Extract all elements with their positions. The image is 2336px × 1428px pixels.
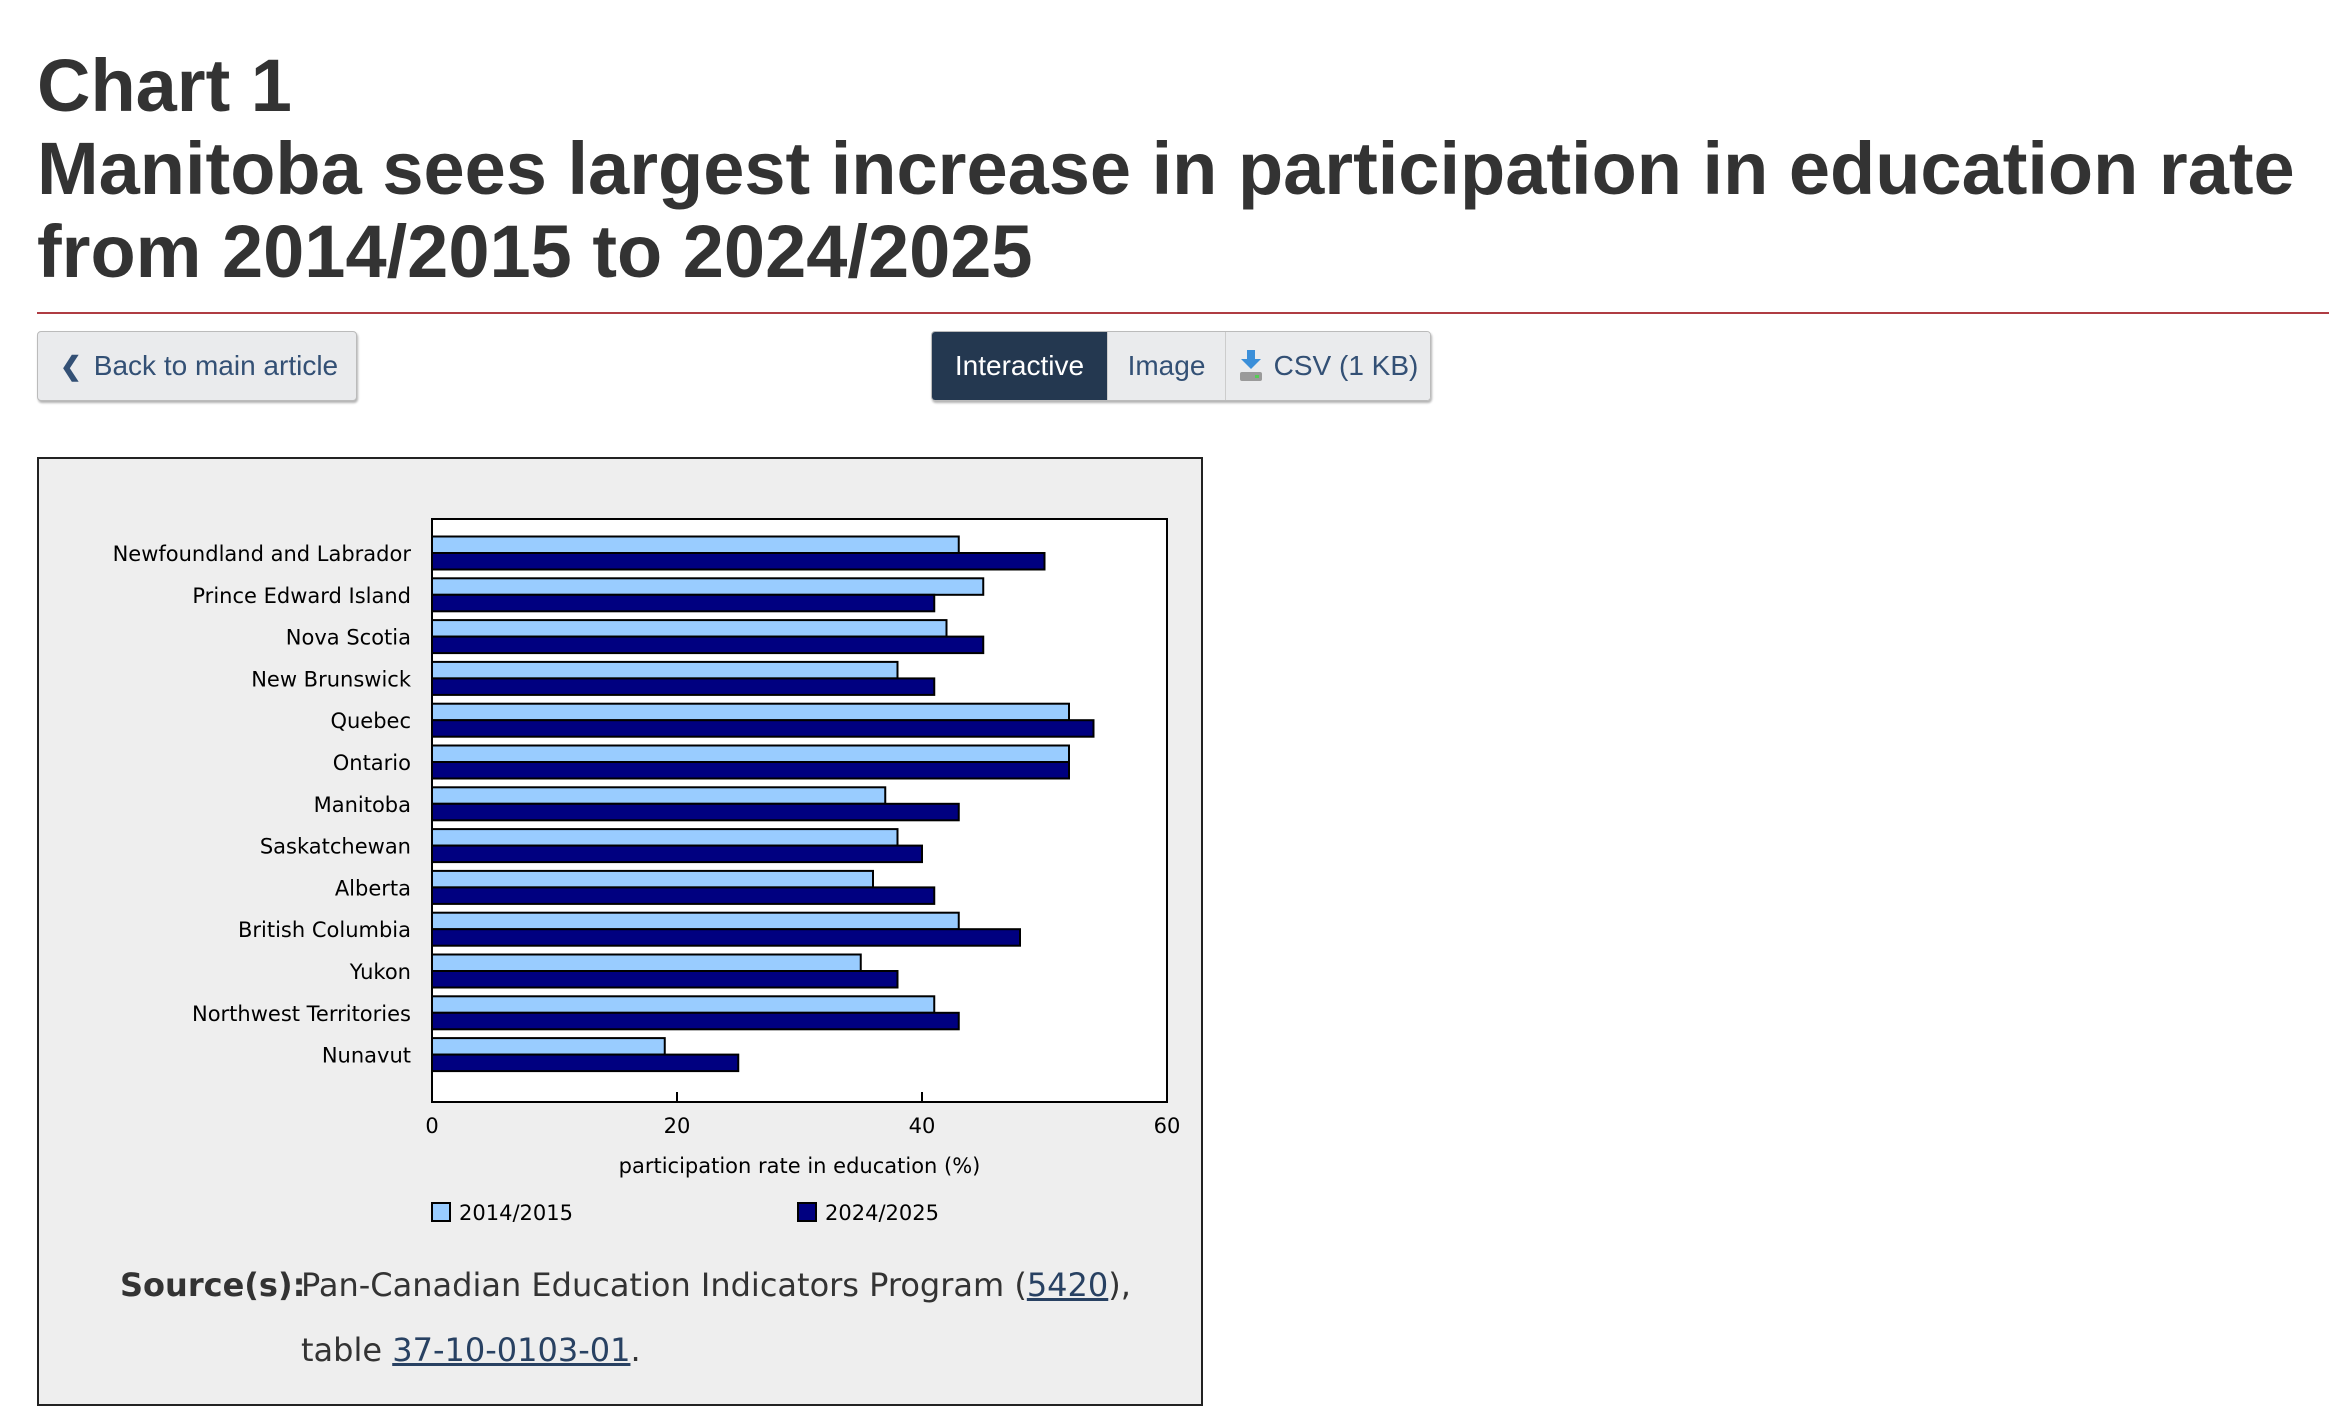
category-label: Saskatchewan bbox=[260, 835, 411, 859]
title-divider bbox=[37, 312, 2329, 314]
bar-2014-2015 bbox=[431, 995, 936, 1014]
category-label: Northwest Territories bbox=[192, 1002, 411, 1026]
bar-2024-2025 bbox=[431, 1011, 960, 1031]
bar-2014-2015 bbox=[431, 1037, 666, 1056]
bar-2024-2025 bbox=[431, 677, 936, 696]
category-label: Ontario bbox=[333, 751, 411, 775]
bar-2024-2025 bbox=[431, 635, 985, 655]
view-tabs: Interactive Image CSV (1 KB) bbox=[931, 331, 1431, 401]
x-tick-label: 0 bbox=[425, 1114, 438, 1138]
category-label: Prince Edward Island bbox=[192, 584, 411, 608]
bar-2014-2015 bbox=[431, 744, 1070, 763]
bar-2024-2025 bbox=[431, 928, 1021, 947]
chart-title-line2: from 2014/2015 to 2024/2025 bbox=[37, 210, 1033, 293]
tab-csv-label: CSV (1 KB) bbox=[1273, 350, 1419, 381]
category-label: Alberta bbox=[335, 876, 411, 900]
bar-2024-2025 bbox=[431, 719, 1095, 738]
bar-2024-2025 bbox=[431, 844, 923, 864]
category-label: Newfoundland and Labrador bbox=[113, 542, 412, 566]
bar-2024-2025 bbox=[431, 1053, 740, 1073]
chevron-left-icon: ❮ bbox=[60, 350, 82, 381]
tab-image[interactable]: Image bbox=[1108, 332, 1226, 400]
x-tick-label: 40 bbox=[909, 1114, 936, 1138]
table-link[interactable]: 37-10-0103-01 bbox=[392, 1331, 631, 1369]
page-title: Chart 1 Manitoba sees largest increase i… bbox=[37, 44, 2295, 293]
bar-2014-2015 bbox=[431, 869, 874, 889]
source-text: table bbox=[301, 1331, 393, 1369]
bar-2014-2015 bbox=[431, 953, 862, 972]
category-label: Nova Scotia bbox=[286, 626, 411, 650]
x-axis-title: participation rate in education (%) bbox=[619, 1154, 981, 1178]
source-text: Pan-Canadian Education Indicators Progra… bbox=[301, 1266, 1027, 1304]
source-line1: Pan-Canadian Education Indicators Progra… bbox=[301, 1266, 1131, 1304]
x-tick-label: 20 bbox=[664, 1114, 691, 1138]
tab-image-label: Image bbox=[1127, 350, 1206, 381]
category-label: Manitoba bbox=[314, 793, 411, 817]
category-label: Nunavut bbox=[322, 1044, 411, 1068]
category-label: Quebec bbox=[330, 709, 411, 733]
legend-label: 2014/2015 bbox=[459, 1201, 573, 1225]
x-tick-label: 60 bbox=[1154, 1114, 1181, 1138]
back-label: Back to main article bbox=[93, 350, 339, 381]
source-line2: table 37-10-0103-01. bbox=[301, 1331, 641, 1369]
bar-2014-2015 bbox=[431, 535, 960, 554]
source-text: . bbox=[630, 1331, 641, 1369]
bar-2024-2025 bbox=[431, 552, 1046, 571]
tab-csv-download[interactable]: CSV (1 KB) bbox=[1226, 332, 1430, 400]
category-label: British Columbia bbox=[238, 918, 411, 942]
bar-2014-2015 bbox=[431, 660, 899, 680]
bar-2024-2025 bbox=[431, 970, 899, 989]
legend-label: 2024/2025 bbox=[825, 1201, 939, 1225]
category-label: New Brunswick bbox=[251, 667, 412, 691]
source-text: ), bbox=[1108, 1266, 1131, 1304]
bar-2024-2025 bbox=[431, 593, 936, 613]
bar-2014-2015 bbox=[431, 828, 899, 847]
bar-2024-2025 bbox=[431, 761, 1070, 780]
bar-2024-2025 bbox=[431, 802, 960, 822]
download-icon bbox=[1239, 350, 1262, 381]
chart-title-line1: Manitoba sees largest increase in partic… bbox=[37, 127, 2295, 210]
source-label: Source(s): bbox=[120, 1266, 306, 1304]
bar-2014-2015 bbox=[431, 911, 960, 931]
legend-swatch bbox=[797, 1202, 817, 1222]
bar-2024-2025 bbox=[431, 886, 936, 905]
category-label: Yukon bbox=[349, 960, 411, 984]
legend-swatch bbox=[431, 1202, 451, 1222]
chart-number: Chart 1 bbox=[37, 44, 292, 127]
tab-interactive[interactable]: Interactive bbox=[932, 332, 1108, 400]
bar-2014-2015 bbox=[431, 702, 1070, 722]
bar-2014-2015 bbox=[431, 619, 948, 638]
tab-interactive-label: Interactive bbox=[954, 350, 1085, 381]
bar-2014-2015 bbox=[431, 577, 985, 596]
back-to-main-article-button[interactable]: ❮ Back to main article bbox=[37, 331, 357, 401]
bar-2014-2015 bbox=[431, 786, 887, 805]
program-link[interactable]: 5420 bbox=[1026, 1266, 1109, 1304]
